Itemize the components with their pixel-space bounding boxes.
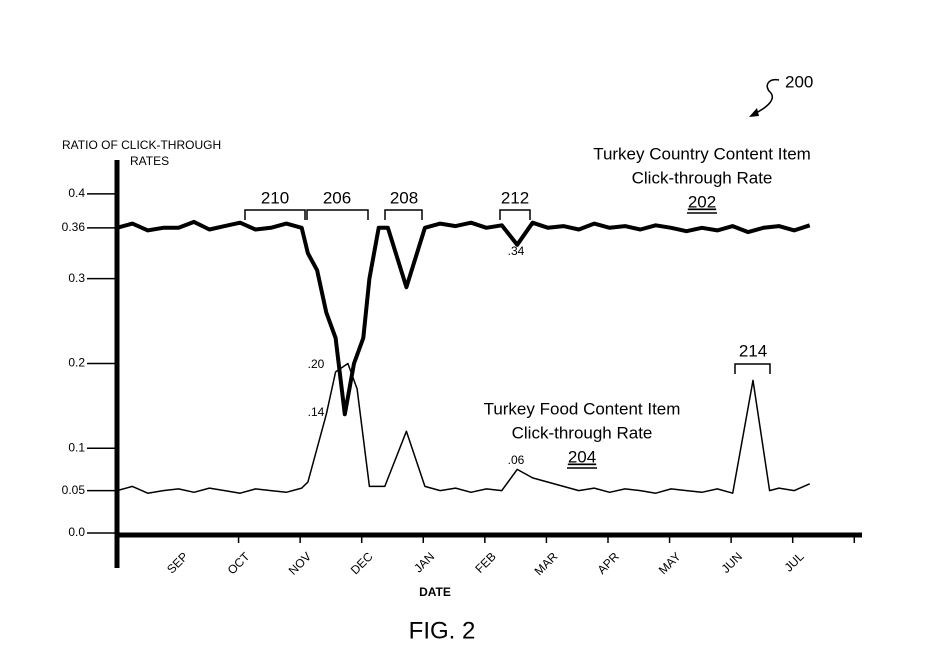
bracket-label: 212 (501, 188, 529, 207)
figure-ref: 200 (785, 72, 813, 91)
x-tick-label: APR (595, 549, 623, 577)
bracket (734, 363, 771, 374)
y-tick-label: 0.36 (62, 220, 86, 234)
y-axis-label: RATIO OF CLICK-THROUGH (62, 138, 221, 152)
x-tick-label: MAY (656, 549, 684, 577)
bracket (499, 209, 531, 220)
bracket (244, 209, 306, 220)
y-tick-label: 0.0 (68, 525, 85, 539)
series-line (116, 362, 811, 494)
y-tick-label: 0.1 (68, 440, 85, 454)
bracket-label: 208 (390, 188, 418, 207)
x-tick-label: JUN (719, 549, 745, 575)
point-label: .20 (308, 357, 325, 371)
bracket-label: 210 (261, 188, 289, 207)
bracket-label: 214 (739, 341, 767, 360)
point-label: .06 (508, 453, 525, 467)
x-tick-label: JAN (411, 549, 437, 575)
x-tick-label: OCT (225, 549, 253, 577)
bracket-label: 206 (323, 188, 351, 207)
x-tick-label: SEP (164, 549, 191, 576)
y-axis-label: RATES (130, 154, 169, 168)
ref-arrowhead (749, 108, 759, 117)
caption: FIG. 2 (409, 617, 476, 644)
x-axis-label: DATE (419, 585, 451, 599)
bracket (306, 209, 369, 220)
x-tick-label: FEB (472, 549, 498, 575)
series-label: Click-through Rate (512, 423, 653, 442)
x-tick-label: DEC (348, 549, 376, 577)
point-label: .34 (508, 244, 525, 258)
series-label: Click-through Rate (632, 168, 773, 187)
series-line (116, 219, 811, 417)
y-tick-label: 0.4 (68, 186, 85, 200)
bracket (384, 209, 423, 220)
series-ref: 204 (568, 447, 596, 466)
y-tick-label: 0.3 (68, 271, 85, 285)
series-label: Turkey Country Content Item (593, 144, 811, 163)
ref-arrow (753, 78, 780, 115)
point-label: .14 (308, 405, 325, 419)
y-tick-label: 0.05 (62, 483, 86, 497)
x-tick-label: NOV (286, 549, 314, 577)
y-tick-label: 0.2 (68, 356, 85, 370)
x-tick-label: JUL (782, 549, 807, 574)
series-label: Turkey Food Content Item (484, 399, 681, 418)
x-tick-label: MAR (532, 549, 561, 578)
series-ref: 202 (688, 192, 716, 211)
